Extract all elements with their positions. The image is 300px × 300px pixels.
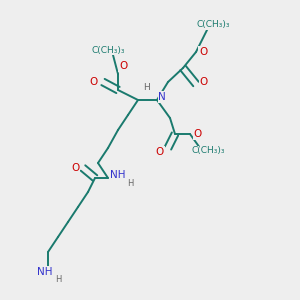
Text: C(CH₃)₃: C(CH₃)₃ [91,46,125,55]
Text: O: O [156,147,164,157]
Text: O: O [200,77,208,87]
Text: O: O [89,77,97,87]
Text: O: O [199,47,207,57]
Text: NH: NH [37,267,53,277]
Text: NH: NH [110,170,126,180]
Text: H: H [55,274,61,284]
Text: C(CH₃)₃: C(CH₃)₃ [196,20,230,29]
Text: N: N [158,92,166,102]
Text: H: H [142,83,149,92]
Text: C(CH₃)₃: C(CH₃)₃ [191,146,225,155]
Text: O: O [194,129,202,139]
Text: O: O [71,163,79,173]
Text: H: H [127,178,133,188]
Text: O: O [119,61,127,71]
